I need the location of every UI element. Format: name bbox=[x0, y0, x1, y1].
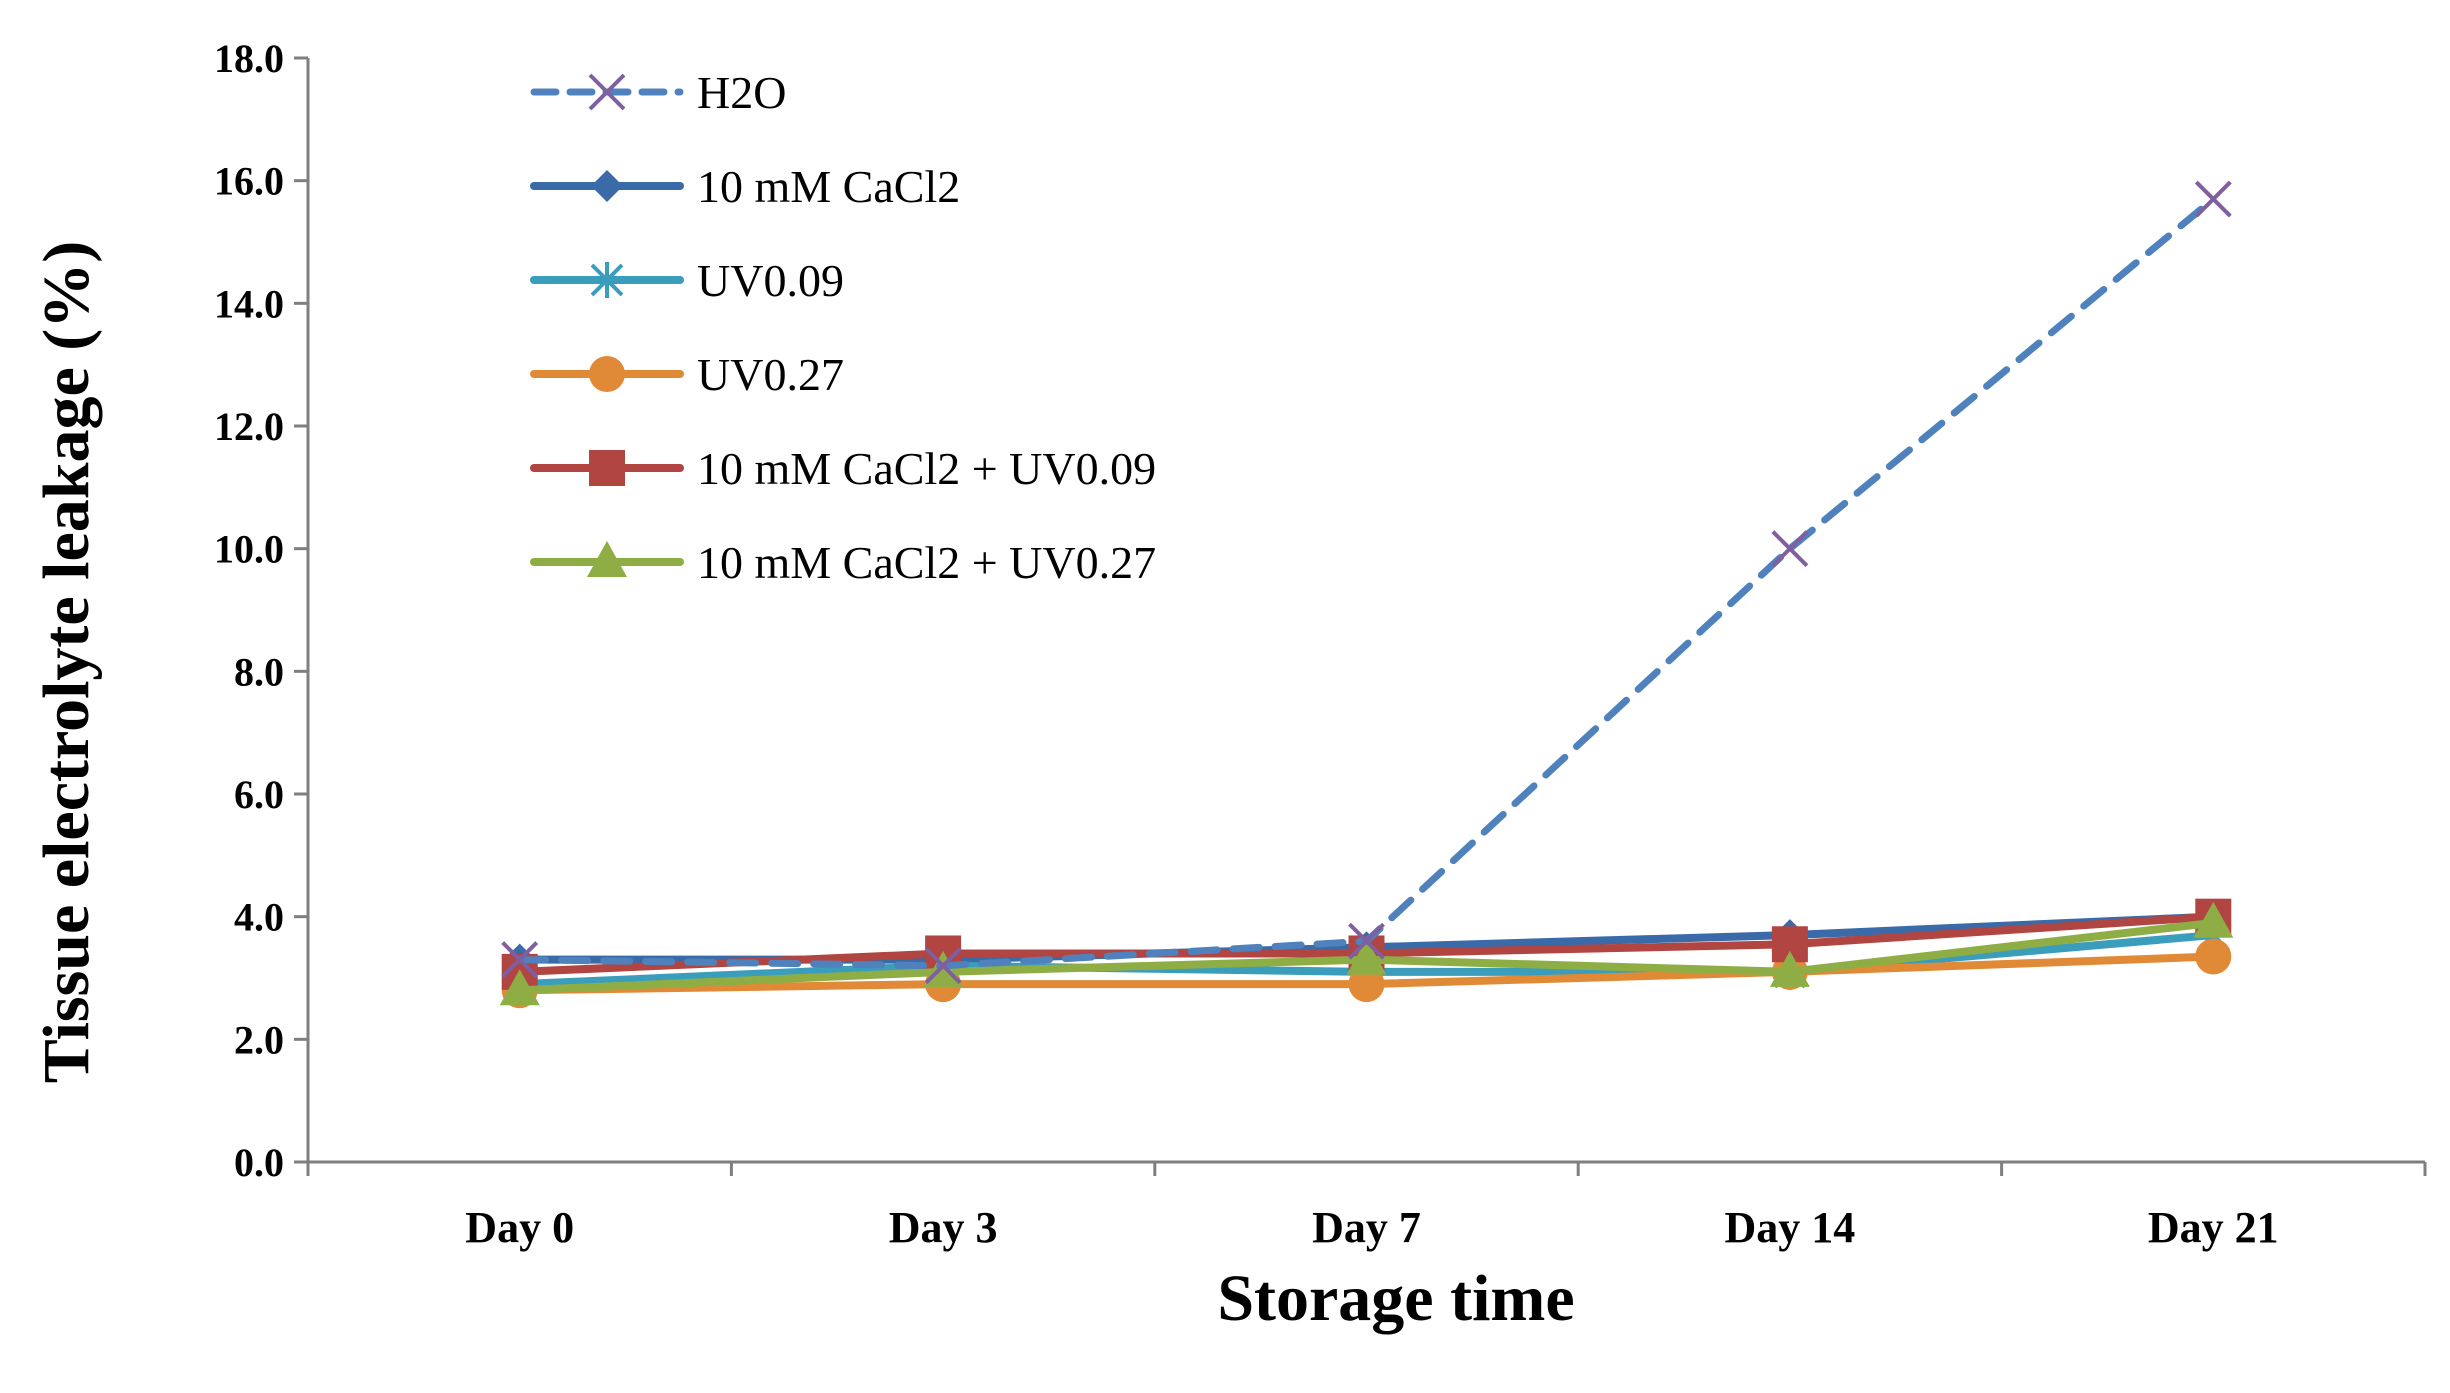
data-point bbox=[1348, 966, 1385, 1003]
data-point bbox=[1346, 938, 1387, 975]
legend-item: UV0.27 bbox=[530, 349, 844, 400]
y-tick-label: 12.0 bbox=[214, 404, 284, 449]
legend-item: 10 mM CaCl2 + UV0.09 bbox=[530, 443, 1156, 494]
x-tick-label: Day 3 bbox=[889, 1203, 998, 1252]
x-tick-label: Day 21 bbox=[2148, 1203, 2279, 1252]
legend-marker bbox=[587, 541, 627, 577]
legend-label: 10 mM CaCl2 + UV0.09 bbox=[697, 443, 1156, 494]
legend-label: 10 mM CaCl2 + UV0.27 bbox=[697, 537, 1156, 588]
marker-stroke bbox=[1771, 530, 1809, 568]
data-point bbox=[501, 941, 539, 979]
data-point bbox=[499, 969, 540, 1006]
marker-stroke bbox=[924, 947, 962, 985]
y-tick-label: 8.0 bbox=[234, 649, 284, 694]
y-tick-label: 2.0 bbox=[234, 1017, 284, 1062]
y-tick-label: 16.0 bbox=[214, 159, 284, 204]
legend-marker bbox=[588, 73, 626, 111]
y-axis-title: Tissue electrolyte leakage (%) bbox=[30, 241, 103, 1084]
data-point bbox=[924, 947, 962, 985]
marker-stroke bbox=[2194, 180, 2232, 218]
x-tick-label: Day 7 bbox=[1312, 1203, 1421, 1252]
y-tick-label: 0.0 bbox=[234, 1140, 284, 1185]
series-layer bbox=[499, 180, 2234, 1009]
legend-marker bbox=[589, 356, 625, 392]
data-point bbox=[2193, 901, 2234, 938]
data-point bbox=[1769, 950, 1810, 987]
y-tick-label: 14.0 bbox=[214, 281, 284, 326]
marker-stroke bbox=[588, 73, 626, 111]
x-tick-label: Day 0 bbox=[465, 1203, 574, 1252]
data-point bbox=[2195, 938, 2232, 975]
data-point bbox=[1771, 530, 1809, 568]
y-tick-label: 10.0 bbox=[214, 527, 284, 572]
legend-label: 10 mM CaCl2 bbox=[697, 161, 960, 212]
data-point bbox=[1348, 922, 1385, 960]
legend-label: UV0.27 bbox=[697, 349, 844, 400]
x-tick-label: Day 14 bbox=[1725, 1203, 1856, 1252]
y-tick-label: 6.0 bbox=[234, 772, 284, 817]
legend-label: H2O bbox=[697, 67, 786, 118]
data-point bbox=[2194, 180, 2232, 218]
x-axis-title: Storage time bbox=[1217, 1262, 1574, 1335]
marker-stroke bbox=[501, 941, 539, 979]
y-tick-label: 18.0 bbox=[214, 36, 284, 81]
legend-marker bbox=[591, 170, 623, 202]
legend-marker bbox=[589, 450, 625, 486]
marker-stroke bbox=[1348, 922, 1385, 960]
legend-item: UV0.09 bbox=[530, 255, 844, 306]
legend-item: 10 mM CaCl2 + UV0.27 bbox=[530, 537, 1156, 588]
legend-marker bbox=[590, 262, 624, 298]
legend-label: UV0.09 bbox=[697, 255, 844, 306]
legend: H2O 10 mM CaCl2 UV0.09 UV0.27 10 mM CaCl2 + … bbox=[530, 67, 1156, 588]
legend-item: 10 mM CaCl2 bbox=[530, 161, 960, 212]
legend-item: H2O bbox=[530, 67, 786, 118]
y-tick-label: 4.0 bbox=[234, 895, 284, 940]
axes: 0.0 2.0 4.0 6.0 8.0 10.0 12.0 14.0 16.0 18.0 Day 0… bbox=[214, 36, 2427, 1252]
series-h2o bbox=[501, 180, 2232, 985]
